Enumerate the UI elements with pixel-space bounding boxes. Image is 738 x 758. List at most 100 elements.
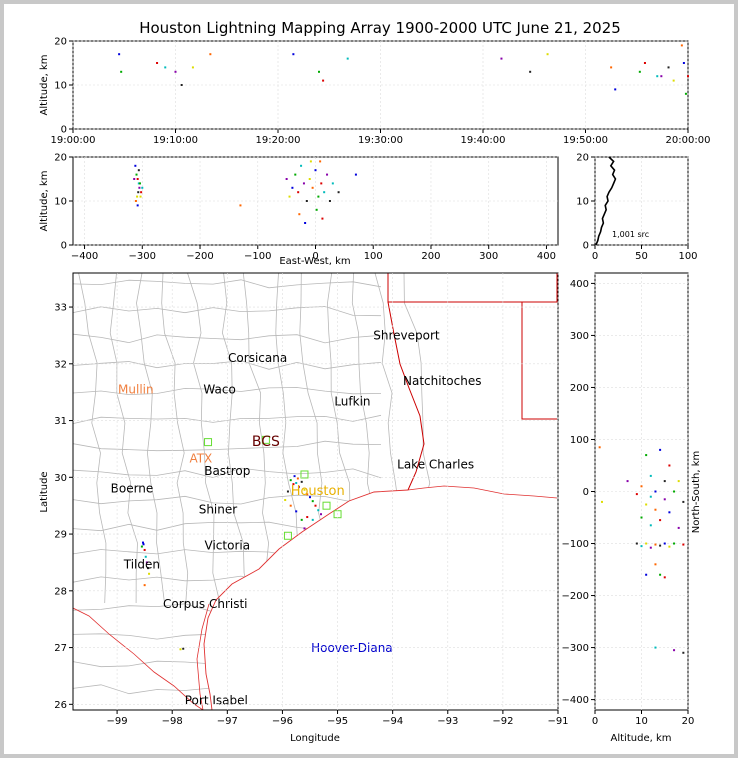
x-tick-label: 0 <box>592 716 598 727</box>
county-line <box>73 494 382 505</box>
y-tick-label: 300 <box>570 331 589 342</box>
map-source-point <box>140 545 143 548</box>
ew-altitude-point <box>319 160 322 163</box>
y-tick-label: 27 <box>54 643 67 654</box>
y-tick-label: 20 <box>54 37 67 48</box>
altitude-ns-point <box>635 493 638 496</box>
y-tick-label: −300 <box>562 643 589 654</box>
ew-altitude-point <box>285 178 288 180</box>
county-line <box>73 306 382 317</box>
x-tick-label: −92 <box>492 716 513 727</box>
city-label: Hoover-Diana <box>311 641 393 655</box>
y-tick-label: 0 <box>61 125 67 136</box>
louisiana-coastline <box>407 485 558 499</box>
time-altitude-point <box>292 53 295 56</box>
y-tick-label: 31 <box>54 416 67 427</box>
time-altitude-point <box>656 75 659 78</box>
ew-altitude-point <box>138 182 141 185</box>
time-altitude-point <box>118 53 121 56</box>
map-source-point <box>289 504 292 507</box>
altitude-ns-ylabel: North-South, km <box>691 451 702 534</box>
map-source-point <box>311 518 314 521</box>
ew-altitude-point <box>337 191 340 194</box>
city-label: ATX <box>189 452 212 466</box>
x-tick-label: 19:30:00 <box>358 135 403 146</box>
ew-altitude-point <box>137 169 140 172</box>
time-altitude-point <box>682 62 685 64</box>
map-frame <box>72 272 559 711</box>
x-tick-label: −300 <box>129 251 156 262</box>
map-panel: Shreveport Corsicana Natchitoches Mullin Wac… <box>39 272 569 744</box>
city-label: Lufkin <box>334 394 370 408</box>
ew-altitude-point <box>239 204 242 207</box>
map-source-point <box>317 509 320 512</box>
map-source-point <box>144 555 147 558</box>
ew-altitude-point <box>291 186 294 189</box>
x-tick-label: −95 <box>327 716 348 727</box>
map-source-point <box>143 584 146 587</box>
map-source-point <box>295 481 298 484</box>
time-altitude-point <box>638 70 641 73</box>
x-tick-label: −98 <box>162 716 183 727</box>
county-line <box>73 467 382 479</box>
ew-altitude-point <box>137 191 140 194</box>
time-altitude-point <box>174 70 177 73</box>
altitude-ns-point <box>626 480 629 483</box>
state-boundaries <box>387 273 558 491</box>
y-tick-label: 33 <box>54 303 67 314</box>
ew-altitude-point <box>298 213 301 216</box>
altitude-ns-point <box>649 474 652 477</box>
map-source-point <box>145 561 148 564</box>
ew-altitude-point <box>136 178 139 180</box>
city-label: Houston <box>291 484 345 499</box>
altitude-ns-point <box>682 651 685 654</box>
ew-altitude-point <box>139 195 142 198</box>
ew-altitude-point <box>138 186 141 189</box>
y-tick-label: 20 <box>54 153 67 164</box>
time-altitude-point <box>180 84 183 86</box>
x-tick-label: 19:00:00 <box>51 135 96 146</box>
time-altitude-point <box>156 62 159 64</box>
time-altitude-panel: Altitude, km 19:00:00 19:10:00 19:20:00 19:… <box>39 37 710 147</box>
map-source-point <box>300 480 303 483</box>
altitude-ns-point <box>659 519 662 522</box>
county-line <box>242 273 276 604</box>
city-label: Mullin <box>118 382 154 396</box>
x-tick-label: 19:10:00 <box>153 135 198 146</box>
x-tick-label: −200 <box>186 251 213 262</box>
altitude-ns-point <box>673 490 676 493</box>
ew-altitude-point <box>304 222 307 224</box>
ew-altitude-point <box>315 208 318 211</box>
x-tick-label: −94 <box>382 716 403 727</box>
map-source-point <box>284 499 287 502</box>
ew-altitude-point <box>320 182 323 185</box>
y-tick-label: 26 <box>54 700 67 711</box>
city-label: Shreveport <box>373 328 440 342</box>
altitude-ns-point <box>640 485 643 488</box>
altitude-ns-point <box>645 503 648 506</box>
city-label: Lake Charles <box>397 457 474 471</box>
altitude-ns-point <box>640 516 643 519</box>
x-tick-label: −96 <box>272 716 293 727</box>
altitude-ns-point <box>663 480 666 483</box>
altitude-ns-point <box>645 542 648 545</box>
ew-altitude-point <box>308 178 311 180</box>
y-tick-label: 28 <box>54 586 67 597</box>
altitude-ns-point <box>668 464 671 467</box>
altitude-ns-point <box>645 573 648 576</box>
y-tick-label: 100 <box>570 435 589 446</box>
gulf-water <box>204 486 558 710</box>
map-source-point <box>141 541 144 544</box>
map-source-point <box>295 510 298 513</box>
source-count-label: 1,001 src <box>612 230 649 239</box>
map-source-point <box>303 488 306 491</box>
ew-altitude-point <box>288 195 291 198</box>
y-tick-label: 0 <box>583 487 589 498</box>
ew-altitude-point <box>326 173 329 176</box>
y-tick-label: 32 <box>54 359 67 370</box>
time-altitude-point <box>667 66 670 69</box>
altitude-ns-point <box>682 543 685 546</box>
map-source-point <box>296 477 299 480</box>
map-source-point <box>311 500 314 503</box>
texas-coastline <box>203 489 409 710</box>
